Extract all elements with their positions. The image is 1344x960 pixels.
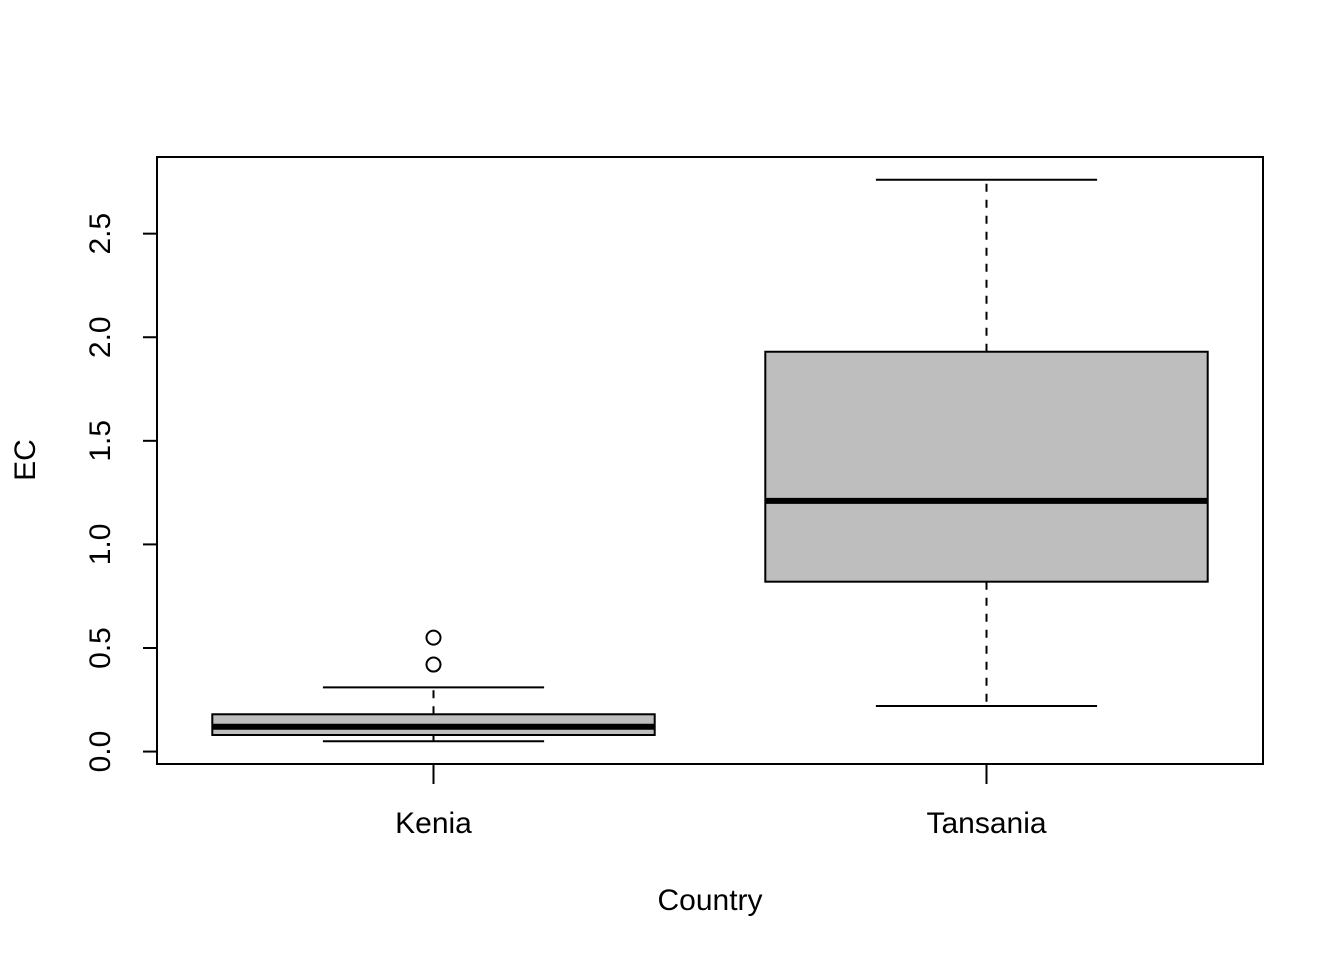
x-axis-label: Country [657,884,762,917]
x-axis: Kenia Tansania [395,764,1047,840]
x-tick-label: Kenia [395,807,472,840]
y-tick-label: 0.5 [84,627,117,669]
y-tick-label: 1.0 [84,524,117,566]
boxes [211,178,1209,743]
outlier-point [425,656,442,673]
x-tick-label: Tansania [926,807,1046,840]
y-tick-label: 2.5 [84,213,117,255]
y-tick-label: 1.5 [84,420,117,462]
y-tick-label: 0.0 [84,731,117,773]
iqr-box [764,350,1209,583]
box-tansania [764,178,1209,707]
y-axis: 0.0 0.5 1.0 1.5 2.0 2.5 [84,213,158,773]
box-kenia [211,629,656,743]
y-axis-label: EC [9,439,42,481]
y-tick-label: 2.0 [84,316,117,358]
outlier-point [425,629,442,646]
